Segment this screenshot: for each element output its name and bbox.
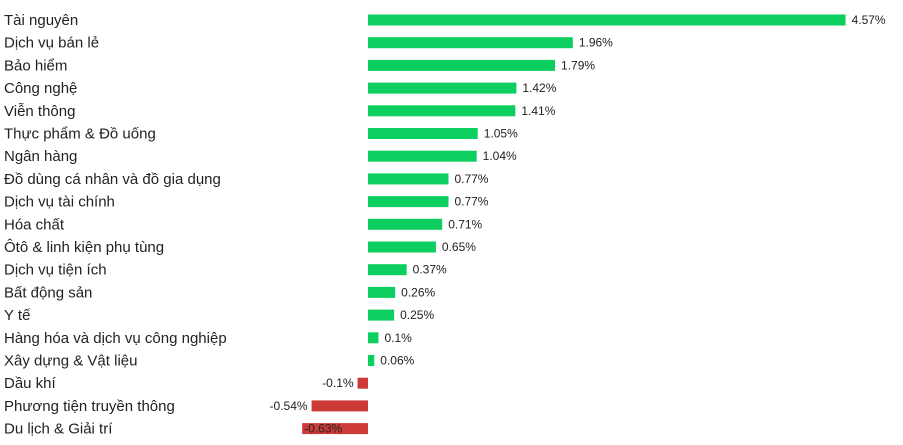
bar <box>368 241 436 253</box>
category-label: Dịch vụ tài chính <box>4 194 115 211</box>
value-label: 0.06% <box>380 354 414 368</box>
bar <box>357 377 368 389</box>
value-label: 1.96% <box>579 36 613 50</box>
bar <box>368 173 449 185</box>
category-label: Ôtô & linh kiện phụ tùng <box>4 239 164 256</box>
category-label: Y tế <box>4 307 31 324</box>
value-label: 1.05% <box>484 127 518 141</box>
bar <box>368 332 379 344</box>
category-label: Hàng hóa và dịch vụ công nghiệp <box>4 330 227 347</box>
value-label: 1.42% <box>522 81 556 95</box>
value-label: 0.1% <box>384 331 412 345</box>
category-label: Công nghệ <box>4 80 77 97</box>
category-label: Dịch vụ tiện ích <box>4 262 107 279</box>
category-label: Ngân hàng <box>4 148 77 165</box>
value-label: 1.41% <box>521 104 555 118</box>
value-label: -0.1% <box>322 376 354 390</box>
bar <box>368 105 516 117</box>
category-label: Thực phẩm & Đồ uống <box>4 126 156 143</box>
bar <box>368 128 478 139</box>
category-label: Tài nguyên <box>4 12 78 29</box>
bar <box>368 14 846 26</box>
bar <box>368 196 449 208</box>
category-label: Dịch vụ bán lẻ <box>4 35 99 52</box>
value-label: 1.79% <box>561 58 595 72</box>
bar <box>368 286 396 298</box>
category-label: Viễn thông <box>4 103 75 120</box>
category-label: Dầu khí <box>4 375 57 392</box>
category-label: Hóa chất <box>4 216 65 233</box>
value-label: 0.77% <box>454 195 488 209</box>
bar <box>302 423 368 435</box>
value-label: 1.04% <box>483 149 517 163</box>
value-label: 0.65% <box>442 240 476 254</box>
value-label: 0.37% <box>413 263 447 277</box>
value-label: 0.26% <box>401 285 435 299</box>
category-label: Du lịch & Giải trí <box>4 421 113 438</box>
value-label: 4.57% <box>852 13 886 27</box>
value-label: 0.71% <box>448 217 482 231</box>
category-label: Bất động sản <box>4 284 92 301</box>
value-label: -0.54% <box>270 399 308 413</box>
bar <box>368 264 407 276</box>
category-label: Đồ dùng cá nhân và đồ gia dụng <box>4 171 221 188</box>
category-label: Bảo hiểm <box>4 57 67 74</box>
bar <box>368 309 395 321</box>
value-label: 0.77% <box>454 172 488 186</box>
value-label: -0.63% <box>304 422 342 436</box>
category-label: Xây dựng & Vật liệu <box>4 353 137 370</box>
bar <box>368 355 375 366</box>
bar <box>368 218 443 230</box>
bar <box>368 82 517 94</box>
bar <box>368 37 573 49</box>
bar <box>368 150 477 162</box>
category-label: Phương tiện truyền thông <box>4 398 175 415</box>
bar <box>311 400 368 412</box>
bar <box>368 59 556 71</box>
value-label: 0.25% <box>400 308 434 322</box>
